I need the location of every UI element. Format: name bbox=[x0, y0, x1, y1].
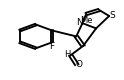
Text: H: H bbox=[64, 50, 70, 59]
Text: O: O bbox=[76, 60, 83, 69]
Text: S: S bbox=[109, 11, 115, 20]
Text: N: N bbox=[76, 18, 83, 27]
Text: F: F bbox=[49, 42, 54, 51]
Text: Me: Me bbox=[81, 16, 93, 25]
